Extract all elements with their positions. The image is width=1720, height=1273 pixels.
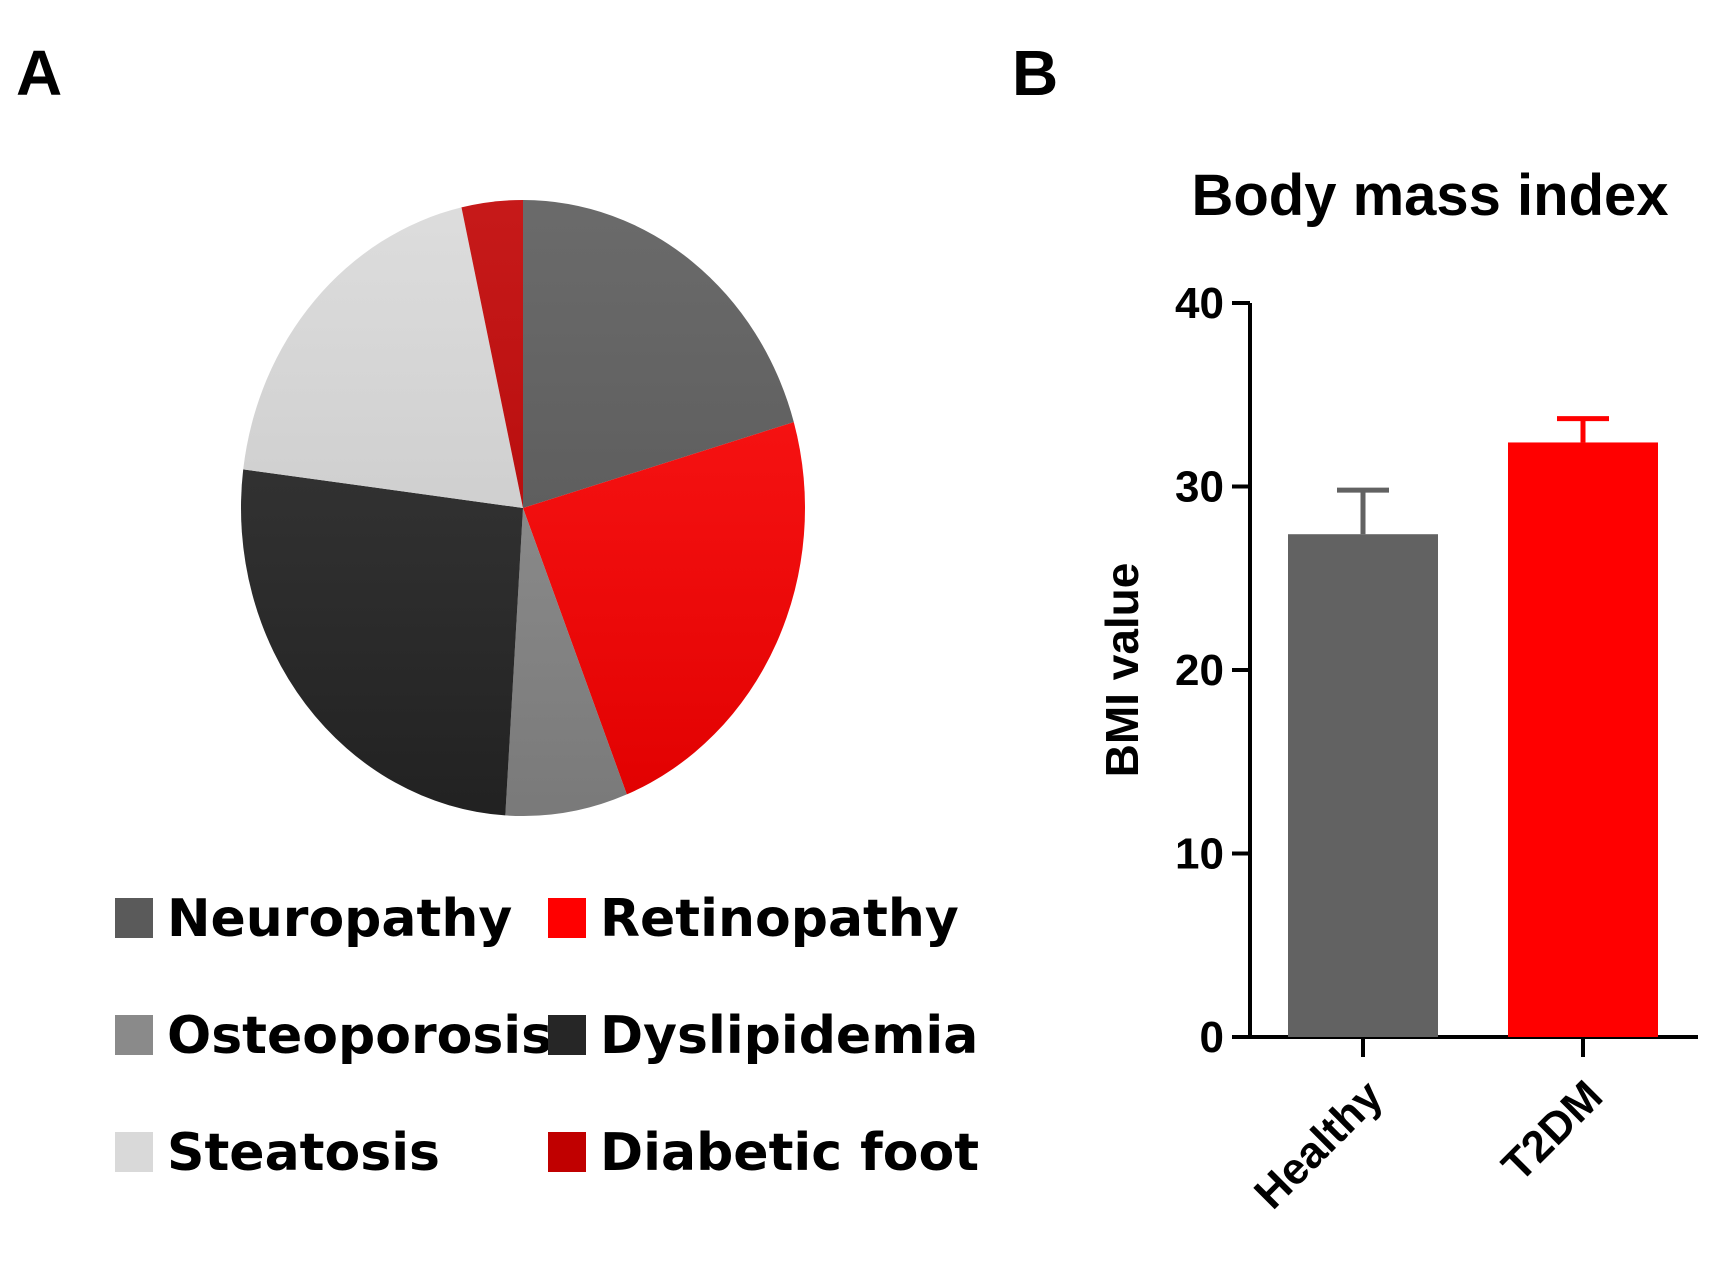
legend-item-dyslipidemia: Dyslipidemia: [548, 1006, 978, 1066]
bar-healthy: [1288, 534, 1438, 1037]
legend-label-retinopathy: Retinopathy: [600, 889, 959, 949]
y-axis-label: BMI value: [1096, 563, 1148, 778]
chart-title: Body mass index: [1191, 163, 1668, 228]
panel-b-label: B: [1012, 37, 1058, 109]
legend-label-dyslipidemia: Dyslipidemia: [600, 1006, 978, 1066]
legend-swatch-dyslipidemia: [548, 1015, 586, 1055]
legend-item-diabetic-foot: Diabetic foot: [548, 1123, 979, 1183]
bar-chart: Body mass index BMI value 0 10 20 30 40 Healthy…: [1096, 163, 1698, 1218]
x-tick-label-t2dm: T2DM: [1493, 1071, 1612, 1190]
x-tick-label-healthy: Healthy: [1245, 1071, 1392, 1218]
pie-shading: [241, 200, 805, 816]
legend-label-diabetic-foot: Diabetic foot: [600, 1123, 979, 1183]
legend-label-neuropathy: Neuropathy: [167, 889, 512, 949]
legend-swatch-diabetic-foot: [548, 1132, 586, 1172]
y-tick-label-40: 40: [1175, 279, 1224, 328]
pie-chart: [240, 200, 805, 816]
legend-label-osteoporosis: Osteoporosis: [167, 1006, 552, 1066]
legend-swatch-neuropathy: [115, 898, 153, 938]
legend-item-retinopathy: Retinopathy: [548, 889, 959, 949]
legend-swatch-steatosis: [115, 1132, 153, 1172]
y-tick-label-0: 0: [1200, 1013, 1224, 1062]
legend-item-steatosis: Steatosis: [115, 1123, 440, 1183]
legend-swatch-retinopathy: [548, 898, 586, 938]
legend-item-osteoporosis: Osteoporosis: [115, 1006, 552, 1066]
legend-swatch-osteoporosis: [115, 1015, 153, 1055]
y-tick-label-20: 20: [1175, 646, 1224, 695]
panel-a-label: A: [16, 37, 62, 109]
legend-label-steatosis: Steatosis: [167, 1123, 440, 1183]
bar-t2dm: [1508, 442, 1658, 1038]
legend-item-neuropathy: Neuropathy: [115, 889, 512, 949]
pie-legend: Neuropathy Retinopathy Osteoporosis Dyslipi…: [115, 889, 979, 1183]
y-tick-label-30: 30: [1175, 463, 1224, 512]
y-tick-label-10: 10: [1175, 830, 1224, 879]
